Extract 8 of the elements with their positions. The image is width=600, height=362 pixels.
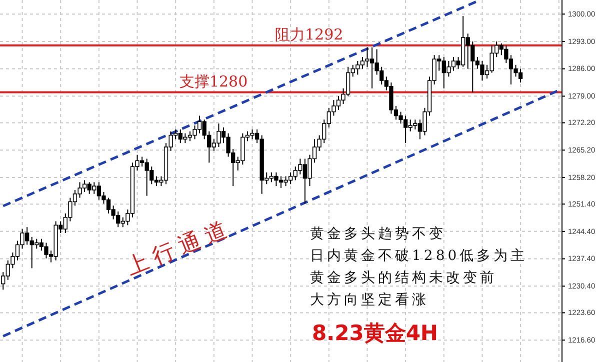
ref-line-label: 阻力1292 [275,25,344,44]
text: 8.23黄金4H [312,321,438,345]
ref-line-label: 支撑1280 [179,72,248,90]
annotation: 大方向坚定看涨 [310,292,429,308]
annotation: 黄金多头趋势不变 [310,226,446,242]
annotation: 日内黄金不破1280低多为主 [310,248,528,264]
annotation: 黄金多头的结构未改变前 [310,270,497,286]
annotation: 上行通道 [122,215,236,281]
